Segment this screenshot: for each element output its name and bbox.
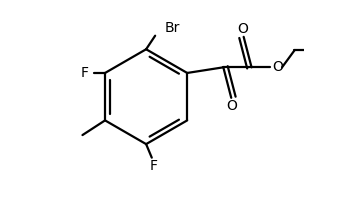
Text: O: O (272, 60, 283, 74)
Text: O: O (237, 22, 248, 36)
Text: F: F (81, 66, 89, 80)
Text: Br: Br (164, 21, 180, 35)
Text: F: F (150, 159, 158, 173)
Text: O: O (226, 99, 237, 113)
